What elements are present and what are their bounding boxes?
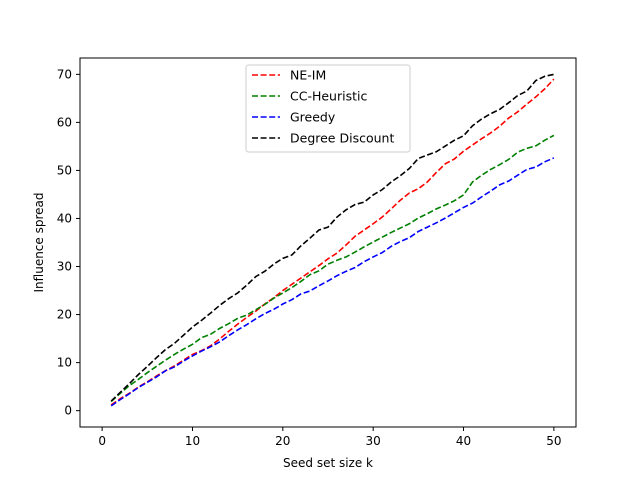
plot-area [79,57,577,428]
x-tick-label: 0 [98,434,106,448]
series-line-1 [110,78,555,406]
y-tick-label: 20 [57,308,72,322]
x-tick-label: 50 [546,434,561,448]
x-tick-label: 40 [456,434,471,448]
y-tick-label: 40 [57,211,72,225]
y-tick-label: 10 [57,356,72,370]
x-axis: 0 10 20 30 40 50 [98,427,562,448]
y-tick-label: 60 [57,115,72,129]
legend-label: Degree Discount [290,131,394,146]
y-tick-label: 30 [57,260,72,274]
y-tick-label: 0 [64,404,72,418]
legend-label: CC-Heuristic [290,89,367,104]
x-tick-label: 30 [366,434,381,448]
y-tick-label: 70 [57,67,72,81]
y-axis: 0 10 20 30 40 50 60 70 [57,67,80,418]
x-tick-label: 20 [275,434,290,448]
series-lines [110,73,555,407]
series-line-4 [110,73,555,402]
legend-box [245,64,411,153]
y-tick-label: 50 [57,163,72,177]
legend-label: Greedy [290,110,336,125]
x-axis-label: Seed set size k [283,456,373,470]
y-axis-label: Influence spread [32,193,46,293]
legend: NE-IM CC-Heuristic Greedy Degree Discount [245,64,411,153]
series-line-3 [110,157,555,407]
series-line-2 [110,134,555,403]
x-tick-label: 10 [185,434,200,448]
legend-label: NE-IM [290,68,326,83]
